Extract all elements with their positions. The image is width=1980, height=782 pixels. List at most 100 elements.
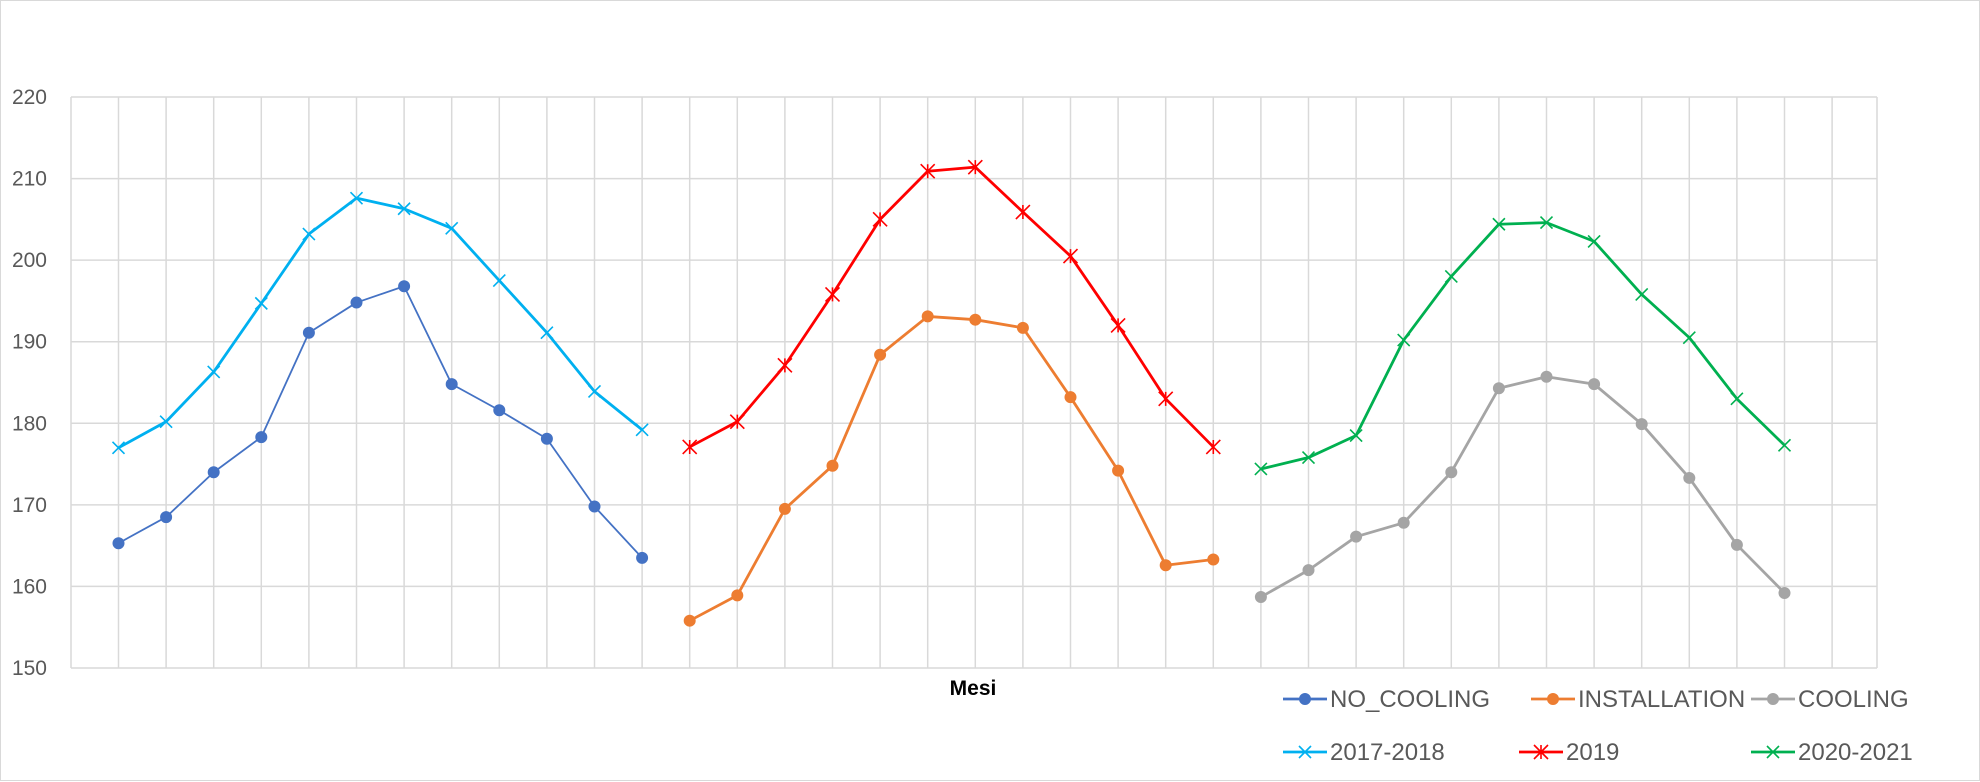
series-installation [683, 310, 1220, 627]
data-point-2020-2021 [1301, 450, 1316, 465]
data-point-cooling [1683, 471, 1696, 484]
legend-marker-2020-2021 [1766, 745, 1780, 759]
legend-label-2019: 2019 [1566, 739, 1619, 766]
data-point-installation [1112, 464, 1125, 477]
data-point-2017-2018 [349, 191, 364, 205]
data-point-2020-2021 [1539, 216, 1554, 230]
data-point-2020-2021 [1349, 428, 1363, 443]
legend-entry-cooling: COOLING [1751, 686, 1909, 713]
series-2017-2018 [111, 191, 649, 455]
data-point-2019 [1205, 439, 1221, 455]
data-point-cooling [1635, 418, 1648, 431]
legend-marker-cooling [1767, 693, 1779, 705]
data-point-installation [731, 589, 744, 602]
series-line-installation [689, 315, 1214, 622]
data-point-installation [778, 502, 791, 515]
data-point-2019 [967, 159, 983, 175]
y-tick-label: 180 [12, 412, 47, 435]
legend-label-2020-2021: 2020-2021 [1798, 739, 1913, 766]
data-point-installation [1016, 321, 1029, 334]
data-point-2019 [682, 439, 698, 455]
data-point-2019 [729, 414, 745, 430]
data-point-2019 [824, 286, 841, 302]
data-point-2020-2021 [1777, 438, 1792, 452]
data-point-cooling [1730, 538, 1743, 551]
data-point-2017-2018 [254, 296, 268, 310]
data-point-2019 [1158, 391, 1174, 407]
series-no-cooling [112, 280, 649, 564]
data-point-cooling [1588, 378, 1601, 391]
series-2019 [682, 159, 1221, 455]
y-tick-label: 210 [12, 168, 47, 191]
data-point-2017-2018 [587, 384, 602, 399]
series-line-2019 [689, 165, 1215, 449]
data-point-2020-2021 [1444, 269, 1458, 284]
data-point-installation [1159, 559, 1172, 572]
x-axis-label: Mesi [950, 677, 997, 700]
data-point-cooling [1302, 564, 1315, 577]
legend-entry-no-cooling: NO_COOLING [1283, 686, 1490, 713]
series-2020-2021 [1254, 216, 1792, 476]
data-point-2017-2018 [635, 423, 649, 437]
data-point-no-cooling [398, 280, 411, 293]
data-point-cooling [1540, 370, 1553, 383]
legend-entry-installation: INSTALLATION [1531, 686, 1745, 713]
y-tick-label: 160 [12, 575, 47, 598]
data-point-no-cooling [160, 511, 173, 524]
series-line-no-cooling [118, 285, 643, 559]
data-point-2020-2021 [1587, 234, 1601, 248]
data-point-no-cooling [207, 466, 220, 479]
data-point-2019 [1110, 317, 1126, 333]
legend-label-cooling: COOLING [1798, 686, 1909, 713]
legend-marker-2019 [1533, 744, 1549, 760]
legend-marker-2017-2018 [1298, 745, 1312, 759]
data-point-no-cooling [255, 431, 268, 444]
data-point-no-cooling [445, 378, 458, 391]
data-point-2017-2018 [302, 227, 316, 241]
data-point-2019 [872, 211, 888, 227]
data-point-no-cooling [302, 326, 315, 339]
data-point-cooling [1350, 530, 1363, 543]
data-point-2017-2018 [445, 221, 459, 235]
data-point-2017-2018 [540, 326, 554, 340]
legend-entry-2017-2018: 2017-2018 [1283, 739, 1445, 766]
data-point-installation [969, 313, 982, 326]
data-point-no-cooling [540, 432, 553, 445]
data-point-2017-2018 [159, 415, 173, 429]
legend: NO_COOLING INSTALLATION COOLING 2017-2018 20… [1283, 686, 1913, 766]
data-point-2019 [920, 163, 936, 179]
y-tick-label: 190 [12, 331, 47, 354]
legend-label-installation: INSTALLATION [1578, 686, 1745, 713]
data-point-no-cooling [112, 537, 125, 550]
data-point-installation [921, 310, 934, 323]
grid [70, 96, 1878, 669]
series-cooling [1254, 370, 1791, 604]
legend-label-2017-2018: 2017-2018 [1330, 739, 1445, 766]
data-point-2019 [1015, 204, 1031, 220]
series-line-cooling [1260, 375, 1786, 599]
series-line-2017-2018 [117, 196, 643, 449]
series-line-2020-2021 [1260, 221, 1786, 471]
data-point-no-cooling [588, 500, 601, 513]
y-axis: 150 160 170 180 190 200 210 220 [12, 86, 47, 680]
data-point-2020-2021 [1397, 333, 1411, 347]
data-point-installation [1064, 391, 1077, 404]
legend-marker-no-cooling [1299, 693, 1311, 705]
data-point-2020-2021 [1682, 331, 1696, 345]
data-point-2019 [1062, 248, 1079, 264]
data-point-no-cooling [636, 551, 649, 564]
data-point-cooling [1778, 586, 1791, 599]
data-point-installation [683, 614, 696, 627]
data-point-2017-2018 [207, 365, 221, 379]
data-point-2017-2018 [397, 202, 411, 216]
legend-entry-2019: 2019 [1519, 739, 1619, 766]
data-point-2020-2021 [1730, 392, 1744, 406]
data-point-2020-2021 [1492, 217, 1506, 231]
data-point-installation [1207, 553, 1220, 566]
data-point-2017-2018 [492, 273, 506, 288]
data-point-2017-2018 [111, 441, 126, 455]
y-tick-label: 220 [12, 86, 47, 109]
data-point-installation [874, 348, 887, 361]
